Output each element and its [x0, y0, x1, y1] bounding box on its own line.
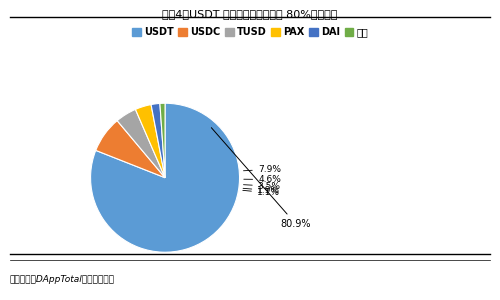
Text: 4.6%: 4.6%: [244, 175, 281, 184]
Text: 3.5%: 3.5%: [244, 182, 281, 190]
Text: 80.9%: 80.9%: [212, 128, 311, 229]
Legend: USDT, USDC, TUSD, PAX, DAI, 其他: USDT, USDC, TUSD, PAX, DAI, 其他: [132, 27, 368, 38]
Wedge shape: [117, 110, 165, 178]
Text: 1.9%: 1.9%: [243, 186, 281, 195]
Wedge shape: [160, 103, 165, 178]
Text: 资料来源：DAppTotal，恒大研究院: 资料来源：DAppTotal，恒大研究院: [10, 274, 115, 284]
Wedge shape: [96, 121, 165, 178]
Wedge shape: [90, 103, 240, 252]
Wedge shape: [151, 103, 165, 178]
Text: 1.1%: 1.1%: [243, 188, 280, 197]
Wedge shape: [136, 105, 165, 178]
Text: 图表4：USDT 占据全球稳定币市场 80%以上份额: 图表4：USDT 占据全球稳定币市场 80%以上份额: [162, 9, 338, 19]
Text: 7.9%: 7.9%: [244, 165, 281, 174]
